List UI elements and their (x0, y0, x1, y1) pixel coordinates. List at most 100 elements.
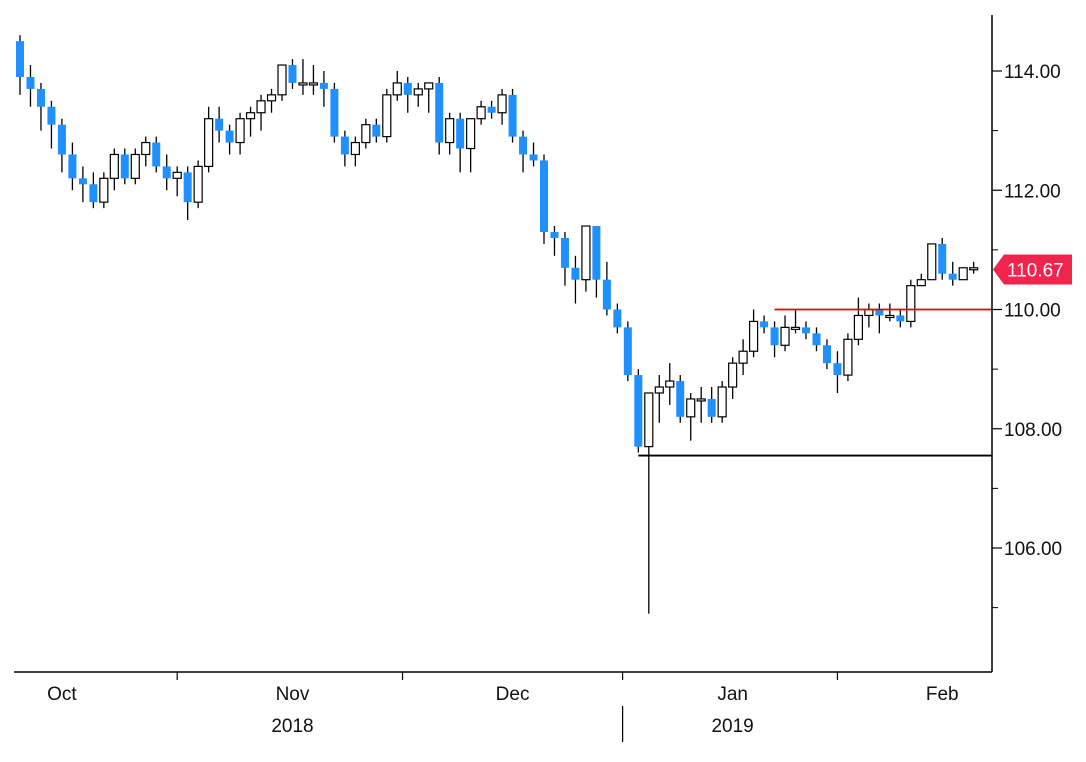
candle-body-down (760, 321, 769, 328)
candle-body-up (728, 362, 738, 388)
candle (802, 321, 810, 340)
candle-body-up (109, 153, 119, 179)
candle (665, 363, 675, 405)
candle (487, 100, 496, 119)
candle (162, 154, 171, 191)
candle (308, 65, 319, 95)
candle-body-up (906, 285, 916, 323)
candle (853, 297, 864, 346)
candle-body-down (340, 136, 349, 155)
candle-body-down (592, 226, 601, 280)
candle (445, 112, 455, 155)
candle (927, 243, 937, 281)
reference-lines (638, 308, 992, 457)
candle (78, 166, 87, 203)
candle-body-down (403, 82, 412, 95)
candle (245, 106, 256, 137)
last-price-label: 110.67 (1007, 261, 1064, 282)
candle (780, 315, 790, 352)
candle-body-down (519, 136, 528, 155)
candle-body-up (466, 118, 476, 150)
candle-body-up (717, 386, 727, 418)
candle-body-up (308, 82, 319, 86)
candle-body-down (89, 184, 98, 203)
candle (361, 118, 371, 149)
candle-body-up (696, 398, 706, 402)
candle (592, 226, 601, 298)
candle-body-up (927, 243, 937, 281)
x-month-label: Oct (47, 684, 77, 705)
candle (288, 59, 297, 89)
candle-body-up (424, 82, 434, 90)
candle-body-down (634, 375, 643, 447)
candle (330, 82, 339, 143)
candle-body-up (204, 118, 214, 167)
candle-body-down (560, 237, 569, 268)
candle-body-down (676, 381, 685, 417)
y-tick-label: 106.00 (1004, 539, 1062, 560)
candle (172, 166, 182, 197)
candle-body-up (958, 267, 968, 281)
candle-body-down (16, 41, 24, 77)
candle-body-up (853, 314, 864, 340)
candle-body-up (361, 124, 371, 144)
candle (277, 64, 287, 101)
candle-body-down (225, 130, 234, 143)
candle (36, 82, 45, 131)
x-month-label: Jan (717, 684, 748, 705)
candle-body-up (130, 153, 140, 179)
candle-body-up (780, 326, 790, 346)
candle (350, 136, 360, 167)
candle (183, 166, 192, 221)
candle (864, 303, 874, 328)
candle (99, 172, 109, 209)
candle-body-down (571, 267, 580, 280)
candle (969, 261, 979, 274)
candle (215, 106, 224, 143)
candle-body-up (413, 88, 423, 96)
candle-body-up (916, 279, 926, 287)
candle (225, 124, 234, 155)
candle-body-up (843, 338, 853, 376)
y-axis-ticks: 114.00 112.00 110.00 108.00 106.00 (992, 62, 1062, 609)
candle (235, 112, 245, 155)
candle-body-up (99, 177, 109, 203)
x-year-label: 2018 (271, 716, 313, 737)
candle-body-up (350, 141, 360, 156)
candle-body-down (456, 118, 465, 149)
candle (529, 142, 538, 167)
candle (204, 106, 214, 173)
candle (497, 88, 507, 125)
candle-body-down (36, 88, 45, 107)
candle-body-up (445, 118, 455, 144)
candle (738, 339, 748, 376)
candle (634, 369, 643, 453)
candle (958, 267, 968, 281)
candle-body-up (298, 82, 308, 86)
candle (948, 261, 957, 286)
candle-body-down (833, 363, 842, 376)
x-month-label: Feb (926, 684, 959, 705)
candle (644, 392, 654, 614)
candle-body-down (822, 345, 831, 364)
y-tick-label: 114.00 (1004, 62, 1061, 83)
candle-body-down (623, 327, 632, 376)
candle-body-up (665, 380, 675, 388)
candle-body-up (748, 320, 759, 352)
candle (571, 255, 580, 304)
candle (875, 303, 884, 334)
candle (256, 94, 266, 131)
candle-body-up (392, 82, 402, 96)
candle (193, 160, 203, 209)
candle-body-up (193, 165, 203, 203)
candle-body-down (802, 327, 810, 334)
candle-body-down (948, 273, 957, 280)
candle (896, 309, 905, 328)
candle (466, 118, 476, 173)
candle (707, 387, 716, 423)
x-year-label: 2019 (711, 716, 753, 737)
candle (392, 71, 402, 101)
candle-body-down (770, 327, 779, 346)
candle (57, 118, 66, 173)
